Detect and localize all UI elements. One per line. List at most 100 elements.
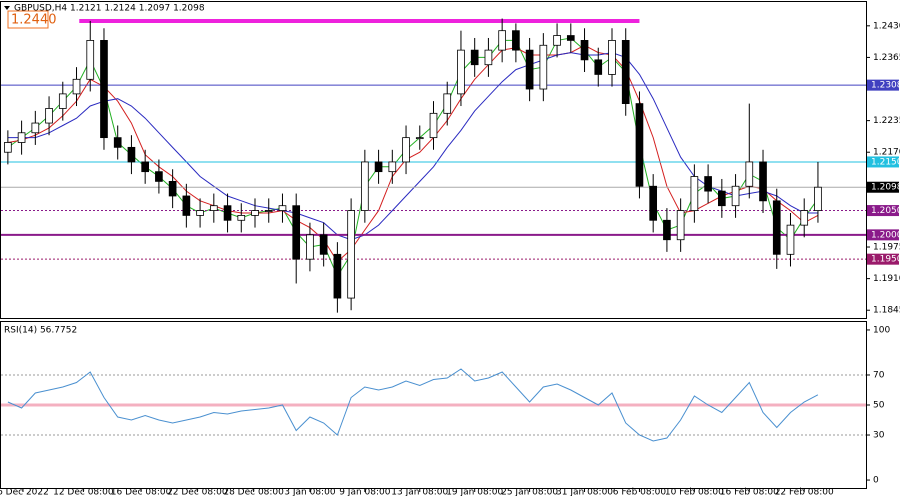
level-label: 1.2150	[871, 157, 900, 167]
level-label: 1.2098	[871, 183, 900, 193]
x-tick-label: 13 Jan 08:00	[391, 488, 448, 496]
candle-body	[306, 234, 314, 260]
x-tick-label: 10 Feb 08:00	[665, 488, 724, 496]
candle-body	[113, 137, 122, 148]
rsi-header: RSI(14) 56.7752	[4, 326, 77, 336]
candle-body	[361, 161, 369, 211]
level-label-box	[867, 156, 899, 168]
candle-body	[470, 49, 479, 66]
level-label-box	[867, 253, 899, 265]
y-tick-label: 30	[873, 431, 885, 441]
x-tick-label: 22 Feb 08:00	[775, 488, 834, 496]
symbol-header: GBPUSD,H4 1.2121 1.2124 1.2097 1.2098	[14, 4, 205, 14]
candle-body	[374, 161, 383, 173]
candle-body	[402, 137, 410, 163]
candle-body	[429, 112, 438, 139]
candle-body	[457, 49, 465, 95]
candle-body	[100, 40, 108, 139]
y-tick-label: 1.2170	[873, 148, 900, 158]
candle-body	[498, 30, 506, 51]
candle-body	[663, 219, 671, 241]
x-tick-label: 9 Jan 08:00	[339, 488, 391, 496]
x-tick-label: 28 Dec 08:00	[223, 488, 284, 496]
level-label-box	[867, 79, 899, 91]
candle-body	[196, 210, 204, 216]
x-tick-label: 16 Feb 08:00	[720, 488, 779, 496]
level-label-box	[867, 181, 899, 193]
candle-body	[608, 40, 616, 75]
level-label-box	[867, 229, 899, 241]
y-tick-label: 70	[873, 370, 885, 380]
candle-body	[155, 171, 163, 182]
candle-body	[4, 142, 12, 153]
candle-body	[182, 195, 191, 216]
indicator-line	[7, 368, 819, 442]
y-tick-label: 1.1845	[873, 306, 900, 316]
candle-body	[72, 78, 81, 95]
x-tick-label: 3 Jan 08:00	[284, 488, 336, 496]
y-tick-label: 1.2430	[873, 21, 900, 31]
candle-body	[800, 210, 809, 226]
y-tick-label: 1.1910	[873, 274, 900, 284]
x-tick-label: 31 Jan 08:00	[556, 488, 613, 496]
candle-body	[786, 224, 795, 255]
candle-body	[566, 35, 575, 41]
candle-body	[731, 185, 740, 207]
candle-body	[209, 205, 218, 211]
candle-body	[264, 210, 273, 212]
segment-label-box	[7, 10, 49, 29]
y-tick-label: 100	[873, 325, 890, 335]
candle-body	[635, 103, 644, 187]
candle-body	[17, 132, 26, 143]
level-label: 1.1950	[871, 255, 900, 265]
x-tick-label: 6 Dec 2022	[0, 488, 49, 496]
candle-body	[484, 49, 493, 66]
candle-body	[525, 49, 534, 90]
candle-body	[31, 122, 40, 134]
candle-body	[621, 40, 630, 105]
candle-body	[333, 253, 342, 299]
candle-body	[347, 210, 355, 299]
price-panel-frame	[0, 1, 867, 319]
candle-body	[553, 35, 561, 46]
x-tick-label: 19 Jan 08:00	[446, 488, 503, 496]
candle-body	[237, 215, 246, 221]
candle-body	[580, 40, 589, 61]
x-tick-label: 6 Feb 08:00	[613, 488, 667, 496]
candle-body	[223, 205, 232, 221]
y-tick-label: 0	[873, 476, 879, 486]
candle-body	[319, 234, 328, 255]
candle-body	[539, 44, 548, 90]
candle-body	[718, 190, 726, 207]
candle-body	[594, 59, 603, 75]
y-tick-label: 1.1975	[873, 243, 900, 253]
candle-body	[127, 146, 136, 163]
candle-body	[141, 161, 149, 173]
indicator-line	[7, 52, 818, 241]
candle-body	[512, 30, 520, 51]
candle-body	[278, 205, 287, 211]
candle-body	[443, 93, 452, 114]
candle-body	[251, 210, 259, 216]
level-label-box	[867, 205, 899, 217]
y-tick-label: 1.2365	[873, 53, 900, 63]
level-label: 1.2050	[871, 206, 900, 216]
level-label: 1.2000	[871, 230, 900, 240]
candle-body	[745, 161, 754, 187]
segment-label: 1.2440	[11, 13, 57, 28]
candle-body	[649, 185, 658, 221]
candle-body	[86, 40, 95, 80]
candle-body	[704, 176, 712, 192]
x-tick-label: 16 Dec 08:00	[111, 488, 172, 496]
candle-body	[388, 161, 397, 173]
x-tick-label: 12 Dec 08:00	[53, 488, 114, 496]
menu-arrow[interactable]	[4, 6, 10, 10]
candle-body	[759, 161, 767, 202]
level-label: 1.2308	[871, 81, 900, 91]
candle-body	[415, 137, 424, 140]
y-tick-label: 1.2235	[873, 116, 900, 126]
candle-body	[676, 210, 685, 241]
y-tick-label: 50	[873, 401, 885, 411]
x-tick-label: 22 Dec 08:00	[167, 488, 228, 496]
